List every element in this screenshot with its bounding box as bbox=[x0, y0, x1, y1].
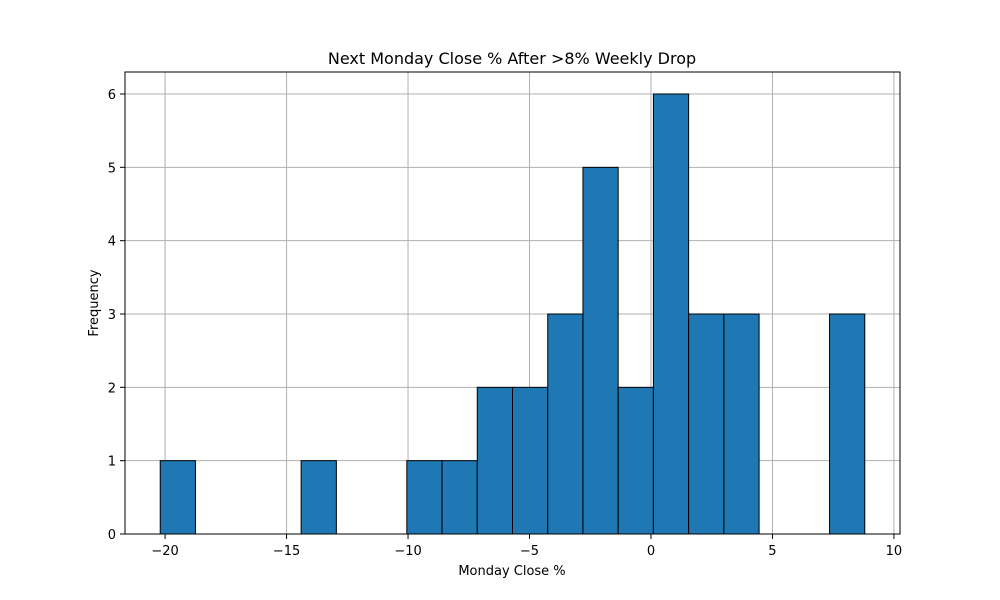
x-tick-label: −5 bbox=[520, 544, 539, 559]
histogram-bar bbox=[476, 386, 514, 535]
x-tick-label: 10 bbox=[886, 544, 903, 559]
y-tick-label: 0 bbox=[108, 528, 116, 543]
histogram-bar bbox=[829, 313, 866, 535]
x-tick-label: −10 bbox=[394, 544, 421, 559]
histogram-bar bbox=[547, 313, 584, 535]
chart-title: Next Monday Close % After >8% Weekly Dro… bbox=[328, 49, 696, 68]
x-axis-label: Monday Close % bbox=[458, 564, 565, 579]
histogram-bar bbox=[652, 93, 690, 535]
histogram-bar bbox=[582, 166, 619, 535]
histogram-bar bbox=[441, 460, 478, 535]
y-axis-label: Frequency bbox=[87, 269, 102, 336]
y-axis-ticks: 0 1 2 3 4 5 6 bbox=[108, 88, 125, 543]
y-tick-label: 4 bbox=[108, 235, 116, 250]
histogram-bar bbox=[723, 313, 760, 535]
plot-area-frame bbox=[124, 71, 901, 535]
x-tick-label: −15 bbox=[273, 544, 300, 559]
x-tick-label: 0 bbox=[647, 544, 655, 559]
x-tick-label: 5 bbox=[768, 544, 776, 559]
y-tick-label: 5 bbox=[108, 161, 116, 176]
y-tick-label: 1 bbox=[108, 455, 116, 470]
y-tick-label: 3 bbox=[108, 308, 116, 323]
histogram-bar bbox=[406, 460, 443, 535]
histogram-bar bbox=[300, 460, 337, 535]
histogram-bar bbox=[512, 386, 549, 535]
histogram-bar bbox=[617, 386, 654, 535]
y-tick-label: 2 bbox=[108, 381, 116, 396]
x-tick-label: −20 bbox=[151, 544, 178, 559]
histogram-bar bbox=[159, 460, 196, 535]
y-tick-label: 6 bbox=[108, 88, 116, 103]
histogram-bar bbox=[688, 313, 725, 535]
x-axis-ticks: −20 −15 −10 −5 0 5 10 bbox=[151, 534, 902, 559]
